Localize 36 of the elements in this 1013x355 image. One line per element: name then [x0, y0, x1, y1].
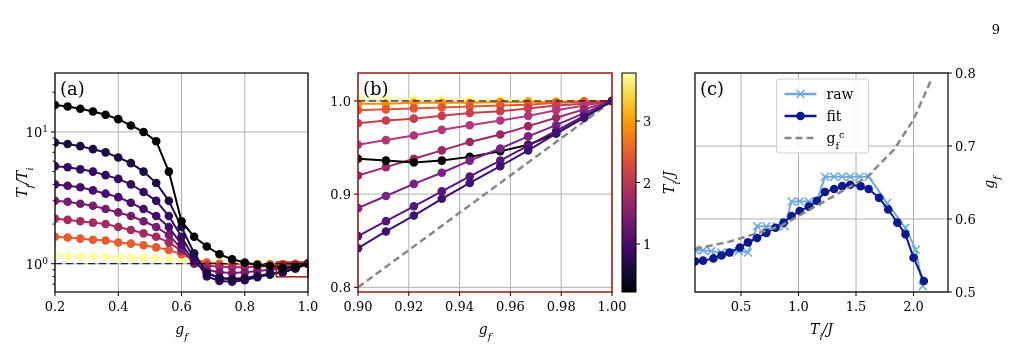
x-tick-label: 0.2: [44, 299, 66, 314]
x-tick-label: 0.94: [445, 299, 475, 314]
x-tick-label: 0.98: [546, 299, 576, 314]
y2-tick-label: 0.6: [955, 212, 976, 227]
y-tick-label: 0.9: [330, 187, 351, 203]
y-tick-label: 1.0: [330, 93, 351, 109]
x-tick-label: 0.92: [394, 299, 424, 314]
y2-tick-label: 0.5: [955, 285, 976, 300]
x-tick-label: 2.0: [903, 299, 924, 314]
color-bar-label: 2: [643, 175, 652, 191]
x-tick-label: 0.8: [234, 299, 256, 314]
y2-tick-label: 0.7: [955, 139, 976, 154]
x-tick-label: 0.90: [343, 299, 373, 314]
color-bar-label: 3: [643, 113, 652, 129]
y-tick-label: 10$^{1}$: [25, 123, 48, 140]
x-axis-title: g$_{f}$: [478, 321, 494, 342]
x-axis-title: T$_{i}$/J: [810, 321, 835, 342]
x-tick-label: 0.5: [730, 299, 752, 314]
x-tick-label: 0.96: [495, 299, 525, 314]
x-tick-label: 0.4: [107, 299, 129, 314]
y-tick-label: 0.8: [330, 280, 351, 296]
annotation: (c): [700, 78, 725, 99]
x-tick-label: 1.00: [597, 299, 627, 314]
text: 9: [991, 22, 1000, 37]
legend-label: fit: [826, 108, 842, 124]
y-tick-label: 10$^{0}$: [25, 255, 49, 272]
color-bar-label: 1: [643, 237, 652, 253]
y2-tick-label: 0.8: [955, 66, 976, 81]
annotation: (b): [363, 78, 389, 99]
x-tick-label: 1.0: [297, 299, 319, 314]
x-tick-label: 0.6: [171, 299, 192, 314]
x-tick-label: 1.0: [788, 299, 809, 314]
annotation: (a): [60, 78, 85, 99]
legend-label: raw: [826, 86, 854, 102]
x-tick-label: 1.5: [845, 299, 867, 314]
x-axis-title: g$_{f}$: [175, 321, 191, 342]
